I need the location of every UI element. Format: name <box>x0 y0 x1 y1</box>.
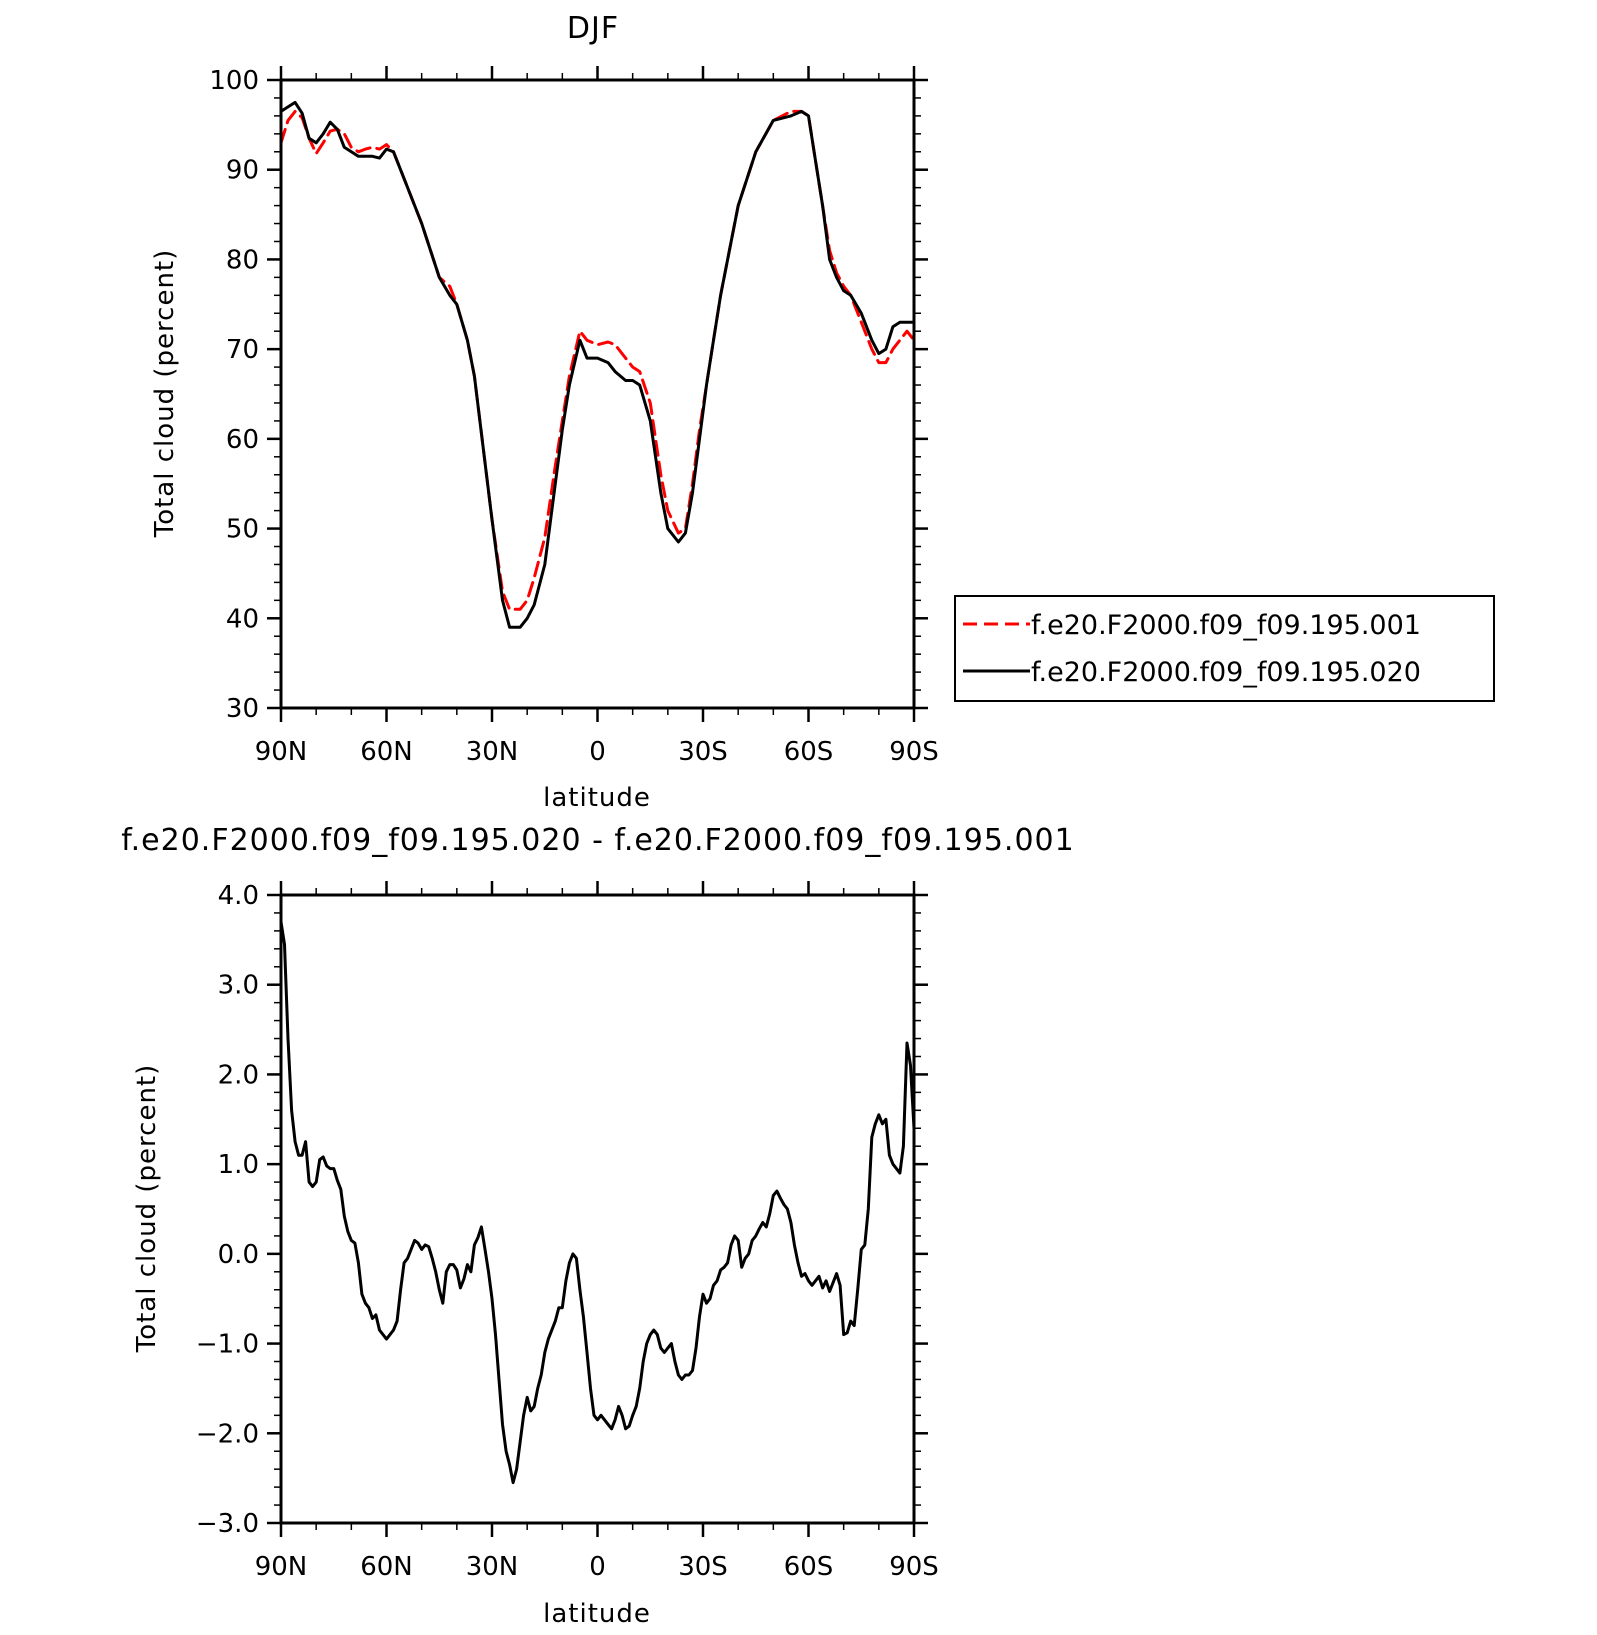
series-lines <box>279 100 916 629</box>
y-tick-labels: −3.0 −2.0 −1.0 0.0 1.0 2.0 3.0 4.0 <box>196 881 259 1539</box>
legend-box <box>954 595 1495 702</box>
series-line-solid-black <box>279 100 916 629</box>
x-tick-label: 90S <box>889 737 939 767</box>
x-tick-label: 30S <box>678 1552 728 1582</box>
legend-label-0: f.e20.F2000.f09_f09.195.001 <box>1031 610 1421 641</box>
x-tick-label: 60N <box>360 737 413 767</box>
x-tick-label: 30N <box>466 1552 519 1582</box>
series-lines <box>279 920 916 1485</box>
x-tick-label: 0 <box>589 1552 606 1582</box>
y-tick-labels: 30 40 50 60 70 80 90 100 <box>209 66 259 724</box>
y-tick-label: −3.0 <box>196 1509 259 1539</box>
y-tick-label: 100 <box>209 66 259 96</box>
x-tick-label: 60N <box>360 1552 413 1582</box>
x-tick-labels: 90N 60N 30N 0 30S 60S 90S <box>255 737 939 767</box>
x-tick-labels: 90N 60N 30N 0 30S 60S 90S <box>255 1552 939 1582</box>
axis-ticks <box>267 66 928 722</box>
y-tick-label: 30 <box>226 694 259 724</box>
plot-frame <box>279 78 916 710</box>
y-tick-label: −1.0 <box>196 1330 259 1360</box>
y-tick-label: 1.0 <box>218 1150 259 1180</box>
plot-frame <box>279 893 916 1525</box>
axis-ticks <box>267 881 928 1537</box>
y-tick-label: 3.0 <box>218 971 259 1001</box>
x-tick-label: 0 <box>589 737 606 767</box>
y-tick-label: 2.0 <box>218 1060 259 1090</box>
x-tick-label: 60S <box>784 1552 834 1582</box>
x-tick-label: 30N <box>466 737 519 767</box>
x-tick-label: 90S <box>889 1552 939 1582</box>
y-axis-label: Total cloud (percent) <box>132 1064 162 1354</box>
y-tick-label: 90 <box>226 156 259 186</box>
x-tick-label: 60S <box>784 737 834 767</box>
y-tick-label: 80 <box>226 245 259 275</box>
chart-title: DJF <box>567 11 619 46</box>
x-axis-label: latitude <box>543 783 651 813</box>
y-tick-label: 70 <box>226 335 259 365</box>
y-tick-label: 40 <box>226 604 259 634</box>
series-line-solid-black <box>279 920 916 1485</box>
legend-label-1: f.e20.F2000.f09_f09.195.020 <box>1031 657 1421 688</box>
panel-bottom: f.e20.F2000.f09_f09.195.020 - f.e20.F200… <box>121 823 1074 1629</box>
y-tick-label: 4.0 <box>218 881 259 911</box>
y-tick-label: 60 <box>226 425 259 455</box>
x-tick-label: 30S <box>678 737 728 767</box>
y-tick-label: 50 <box>226 515 259 545</box>
y-tick-label: −2.0 <box>196 1419 259 1449</box>
legend: f.e20.F2000.f09_f09.195.001 f.e20.F2000.… <box>954 595 1495 702</box>
y-axis-label: Total cloud (percent) <box>150 249 180 539</box>
x-tick-label: 90N <box>255 1552 308 1582</box>
x-axis-label: latitude <box>543 1599 651 1629</box>
x-tick-label: 90N <box>255 737 308 767</box>
chart-title-difference: f.e20.F2000.f09_f09.195.020 - f.e20.F200… <box>121 823 1074 858</box>
y-tick-label: 0.0 <box>218 1240 259 1270</box>
